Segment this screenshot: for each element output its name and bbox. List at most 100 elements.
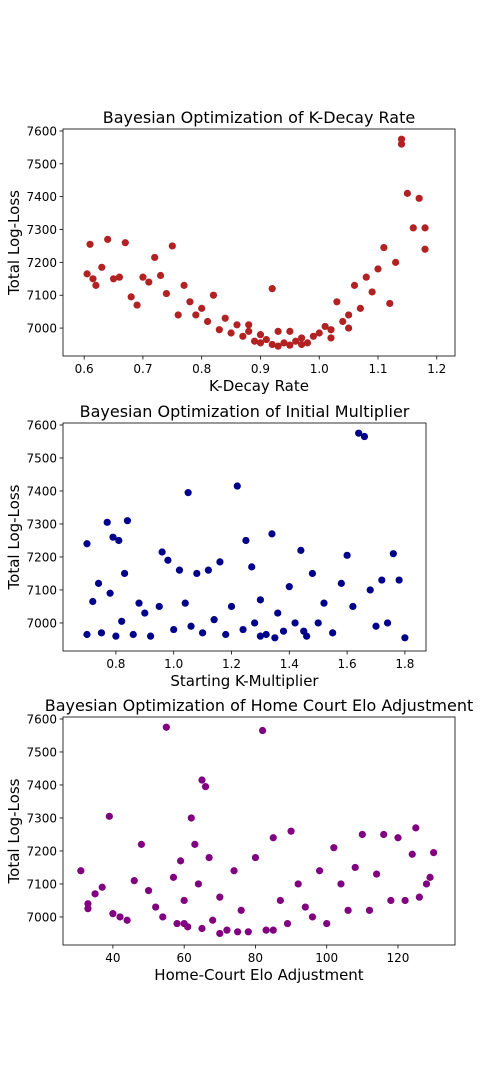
point (116, 913, 124, 921)
point (192, 311, 200, 319)
point (408, 850, 416, 858)
x-tick-label: 1.4 (280, 657, 299, 671)
point (362, 273, 370, 281)
point (374, 265, 382, 273)
point (320, 599, 328, 607)
x-tick-label: 0.8 (106, 657, 125, 671)
point (300, 627, 308, 635)
point (395, 576, 403, 584)
point (337, 579, 345, 587)
point (298, 334, 306, 342)
point (403, 189, 411, 197)
point (105, 812, 113, 820)
point (389, 550, 397, 558)
point (164, 556, 172, 564)
point (303, 339, 312, 347)
point (84, 905, 92, 913)
point (112, 632, 120, 640)
point (162, 289, 171, 298)
point (216, 929, 224, 938)
point (151, 253, 159, 262)
point (380, 830, 388, 839)
point (222, 630, 230, 639)
point (174, 311, 182, 319)
point (180, 919, 188, 928)
y-tick-label: 7100 (26, 877, 57, 891)
point (256, 331, 265, 339)
x-tick-label: 0.8 (192, 362, 211, 376)
point (258, 726, 267, 735)
subplot: 40 60 80 100 120 7000 7100 7200 7300 7400 7500 7600… (5, 696, 473, 984)
y-tick-label: 7400 (26, 484, 57, 498)
point (315, 329, 323, 337)
point (268, 340, 276, 349)
point (327, 334, 335, 342)
point (198, 304, 206, 312)
point (191, 840, 199, 848)
y-tick-label: 7600 (26, 712, 57, 726)
x-tick-label: 0.6 (75, 362, 94, 376)
y-tick-label: 7100 (26, 289, 57, 303)
point (245, 321, 253, 329)
y-tick-label: 7300 (26, 223, 57, 237)
point (244, 928, 252, 936)
point (239, 332, 247, 340)
point (297, 546, 305, 554)
point (248, 563, 256, 571)
point (349, 602, 357, 611)
point (145, 278, 153, 286)
y-tick-label: 7500 (26, 745, 57, 759)
point (239, 625, 247, 634)
point (256, 339, 265, 347)
point (386, 299, 394, 308)
point (98, 263, 106, 271)
point (118, 617, 126, 625)
point (139, 273, 147, 281)
point (394, 834, 402, 842)
point (421, 224, 429, 232)
point (180, 896, 188, 905)
point (84, 900, 92, 908)
point (216, 893, 224, 901)
point (262, 926, 270, 934)
point (205, 853, 213, 862)
point (401, 634, 409, 642)
point (109, 533, 117, 541)
point (301, 903, 309, 911)
point (120, 569, 129, 578)
point (89, 597, 97, 606)
point (194, 880, 203, 888)
point (274, 342, 282, 350)
point (262, 630, 270, 639)
point (262, 335, 270, 344)
point (198, 629, 207, 637)
point (170, 625, 178, 634)
point (327, 326, 335, 334)
x-tick-label: 1.8 (395, 657, 414, 671)
point (198, 776, 206, 784)
point (368, 288, 376, 296)
chart-title: Bayesian Optimization of Initial Multipl… (80, 402, 410, 421)
point (159, 913, 167, 921)
y-axis-label: Total Log-Loss (5, 190, 23, 296)
point (355, 429, 363, 437)
point (268, 285, 276, 293)
point (298, 340, 306, 349)
point (156, 271, 165, 280)
point (360, 432, 369, 441)
point (133, 301, 141, 309)
point (330, 844, 338, 852)
point (333, 298, 341, 306)
point (83, 630, 91, 639)
x-tick-label: 1.2 (222, 657, 241, 671)
point (373, 870, 381, 878)
y-tick-label: 7500 (26, 157, 57, 171)
point (292, 337, 300, 345)
y-tick-label: 7000 (26, 910, 57, 924)
y-tick-label: 7200 (26, 550, 57, 564)
point (315, 867, 324, 875)
y-axis-label: Total Log-Loss (5, 778, 23, 884)
axes-frame (62, 128, 456, 357)
point (415, 194, 423, 202)
point (103, 518, 111, 526)
